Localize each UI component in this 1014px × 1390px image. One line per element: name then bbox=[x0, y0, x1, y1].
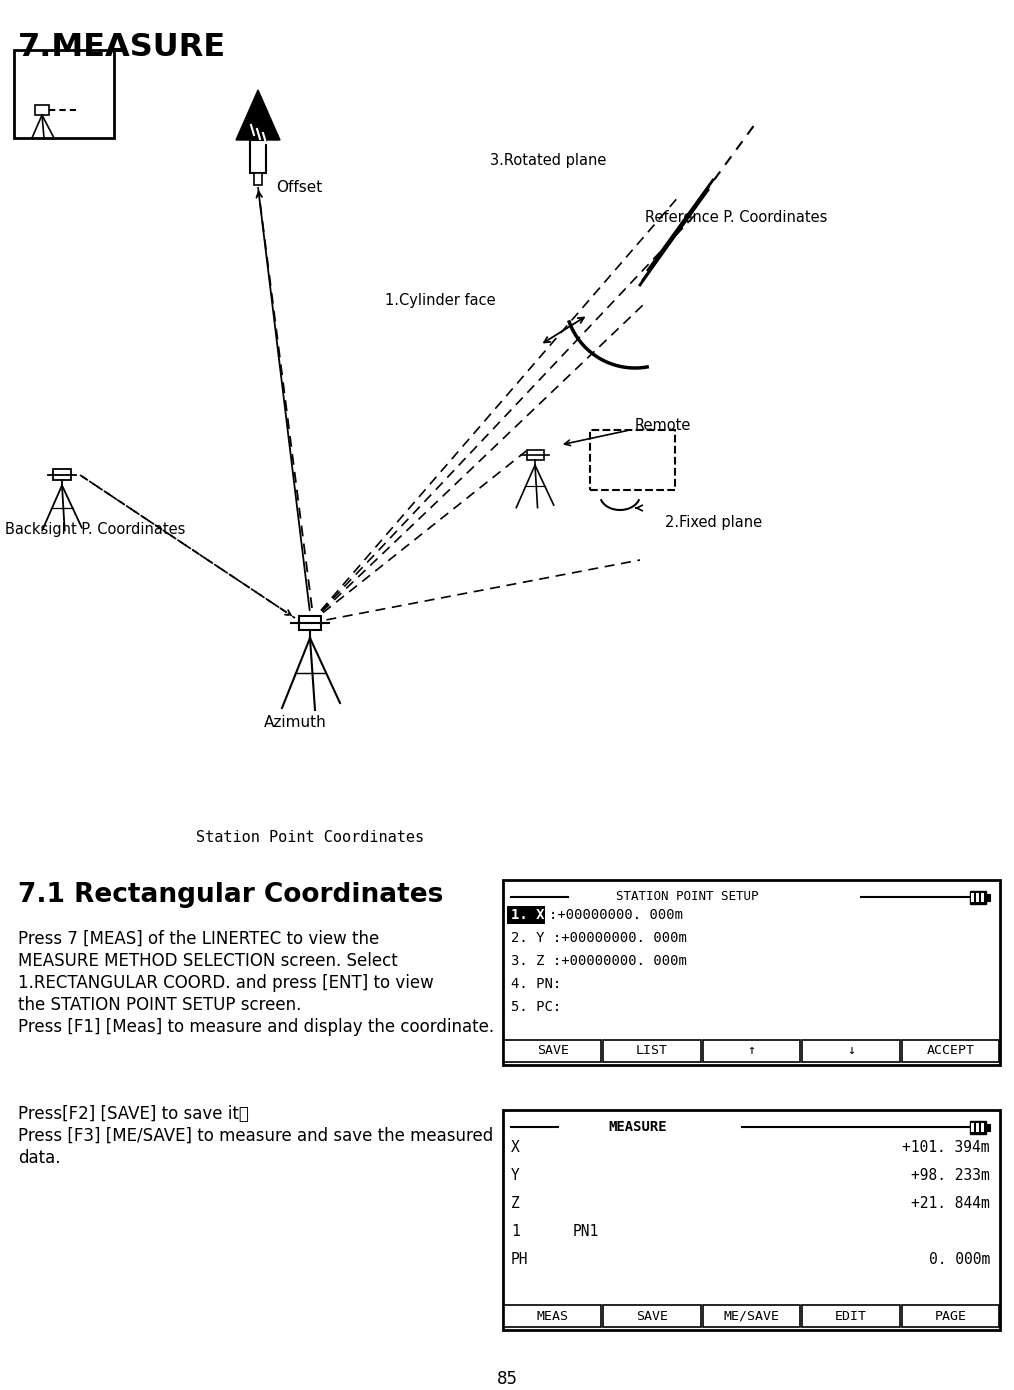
Bar bbox=[603, 1040, 701, 1062]
Bar bbox=[503, 880, 1000, 1065]
Bar bbox=[703, 1040, 800, 1062]
Text: 2.Fixed plane: 2.Fixed plane bbox=[665, 516, 763, 531]
Text: Press 7 [MEAS] of the LINERTEC to view the: Press 7 [MEAS] of the LINERTEC to view t… bbox=[18, 930, 379, 948]
Bar bbox=[603, 1305, 701, 1327]
Text: ↑: ↑ bbox=[747, 1044, 755, 1058]
Text: 2. Y :+00000000. 000m: 2. Y :+00000000. 000m bbox=[511, 931, 686, 945]
Text: 5. PC:: 5. PC: bbox=[511, 999, 562, 1013]
Bar bbox=[53, 470, 71, 480]
Bar bbox=[503, 1111, 1000, 1330]
Bar bbox=[986, 1125, 990, 1131]
Text: 85: 85 bbox=[497, 1371, 517, 1389]
Bar bbox=[504, 1040, 601, 1062]
Bar bbox=[971, 1123, 974, 1131]
Text: 1: 1 bbox=[511, 1225, 520, 1240]
Text: MEASURE: MEASURE bbox=[607, 1120, 666, 1134]
Text: Backsight P. Coordinates: Backsight P. Coordinates bbox=[5, 523, 186, 537]
Bar bbox=[14, 50, 114, 138]
Bar bbox=[901, 1305, 999, 1327]
Text: SAVE: SAVE bbox=[636, 1309, 668, 1322]
Text: MEASURE METHOD SELECTION screen. Select: MEASURE METHOD SELECTION screen. Select bbox=[18, 952, 397, 970]
Text: MEAS: MEAS bbox=[536, 1309, 569, 1322]
Text: ME/SAVE: ME/SAVE bbox=[724, 1309, 780, 1322]
Bar bbox=[802, 1040, 899, 1062]
Bar bbox=[299, 616, 321, 630]
Text: 1.Cylinder face: 1.Cylinder face bbox=[385, 292, 496, 307]
Bar bbox=[703, 1305, 800, 1327]
Text: Station Point Coordinates: Station Point Coordinates bbox=[196, 830, 424, 845]
Text: EDIT: EDIT bbox=[835, 1309, 867, 1322]
Text: Azimuth: Azimuth bbox=[264, 714, 327, 730]
Bar bbox=[976, 892, 979, 902]
Bar bbox=[250, 140, 266, 172]
Bar bbox=[504, 1305, 601, 1327]
Text: 7.1 Rectangular Coordinates: 7.1 Rectangular Coordinates bbox=[18, 883, 443, 908]
Text: STATION POINT SETUP: STATION POINT SETUP bbox=[615, 891, 758, 904]
Bar bbox=[971, 892, 974, 902]
Text: +98. 233m: +98. 233m bbox=[912, 1169, 990, 1183]
Text: PAGE: PAGE bbox=[934, 1309, 966, 1322]
Text: X: X bbox=[511, 1141, 520, 1155]
Text: 3. Z :+00000000. 000m: 3. Z :+00000000. 000m bbox=[511, 954, 686, 967]
Text: 1.RECTANGULAR COORD. and press [ENT] to view: 1.RECTANGULAR COORD. and press [ENT] to … bbox=[18, 974, 434, 992]
Text: Z: Z bbox=[511, 1197, 520, 1212]
Text: 0. 000m: 0. 000m bbox=[929, 1252, 990, 1268]
Text: Y: Y bbox=[511, 1169, 520, 1183]
Bar bbox=[526, 450, 544, 460]
Text: 1. X: 1. X bbox=[511, 908, 545, 922]
Text: Press [F3] [ME/SAVE] to measure and save the measured: Press [F3] [ME/SAVE] to measure and save… bbox=[18, 1127, 493, 1145]
Text: SAVE: SAVE bbox=[536, 1044, 569, 1058]
Text: data.: data. bbox=[18, 1150, 61, 1168]
Text: the STATION POINT SETUP screen.: the STATION POINT SETUP screen. bbox=[18, 997, 301, 1013]
Bar bbox=[981, 1123, 984, 1131]
Bar bbox=[590, 430, 675, 491]
Bar bbox=[986, 894, 990, 901]
Text: Press[F2] [SAVE] to save it。: Press[F2] [SAVE] to save it。 bbox=[18, 1105, 248, 1123]
Text: Remote: Remote bbox=[635, 417, 692, 432]
Bar bbox=[976, 1123, 979, 1131]
Bar bbox=[970, 891, 986, 904]
Bar bbox=[981, 892, 984, 902]
Text: 4. PN:: 4. PN: bbox=[511, 977, 562, 991]
Bar bbox=[901, 1040, 999, 1062]
Polygon shape bbox=[236, 90, 280, 140]
Text: PH: PH bbox=[511, 1252, 528, 1268]
Text: PN1: PN1 bbox=[573, 1225, 599, 1240]
Bar bbox=[802, 1305, 899, 1327]
Bar bbox=[507, 906, 545, 924]
Text: ACCEPT: ACCEPT bbox=[927, 1044, 974, 1058]
Text: +21. 844m: +21. 844m bbox=[912, 1197, 990, 1212]
Bar bbox=[254, 172, 262, 185]
Bar bbox=[970, 1120, 986, 1134]
Text: LIST: LIST bbox=[636, 1044, 668, 1058]
Text: Reference P. Coordinates: Reference P. Coordinates bbox=[645, 210, 827, 225]
Text: 3.Rotated plane: 3.Rotated plane bbox=[490, 153, 606, 168]
Text: +101. 394m: +101. 394m bbox=[902, 1141, 990, 1155]
Text: Offset: Offset bbox=[276, 181, 322, 196]
Bar bbox=[35, 106, 49, 115]
Text: ↓: ↓ bbox=[847, 1044, 855, 1058]
Text: 7.MEASURE: 7.MEASURE bbox=[18, 32, 226, 63]
Text: Press [F1] [Meas] to measure and display the coordinate.: Press [F1] [Meas] to measure and display… bbox=[18, 1017, 494, 1036]
Text: :+00000000. 000m: :+00000000. 000m bbox=[549, 908, 683, 922]
